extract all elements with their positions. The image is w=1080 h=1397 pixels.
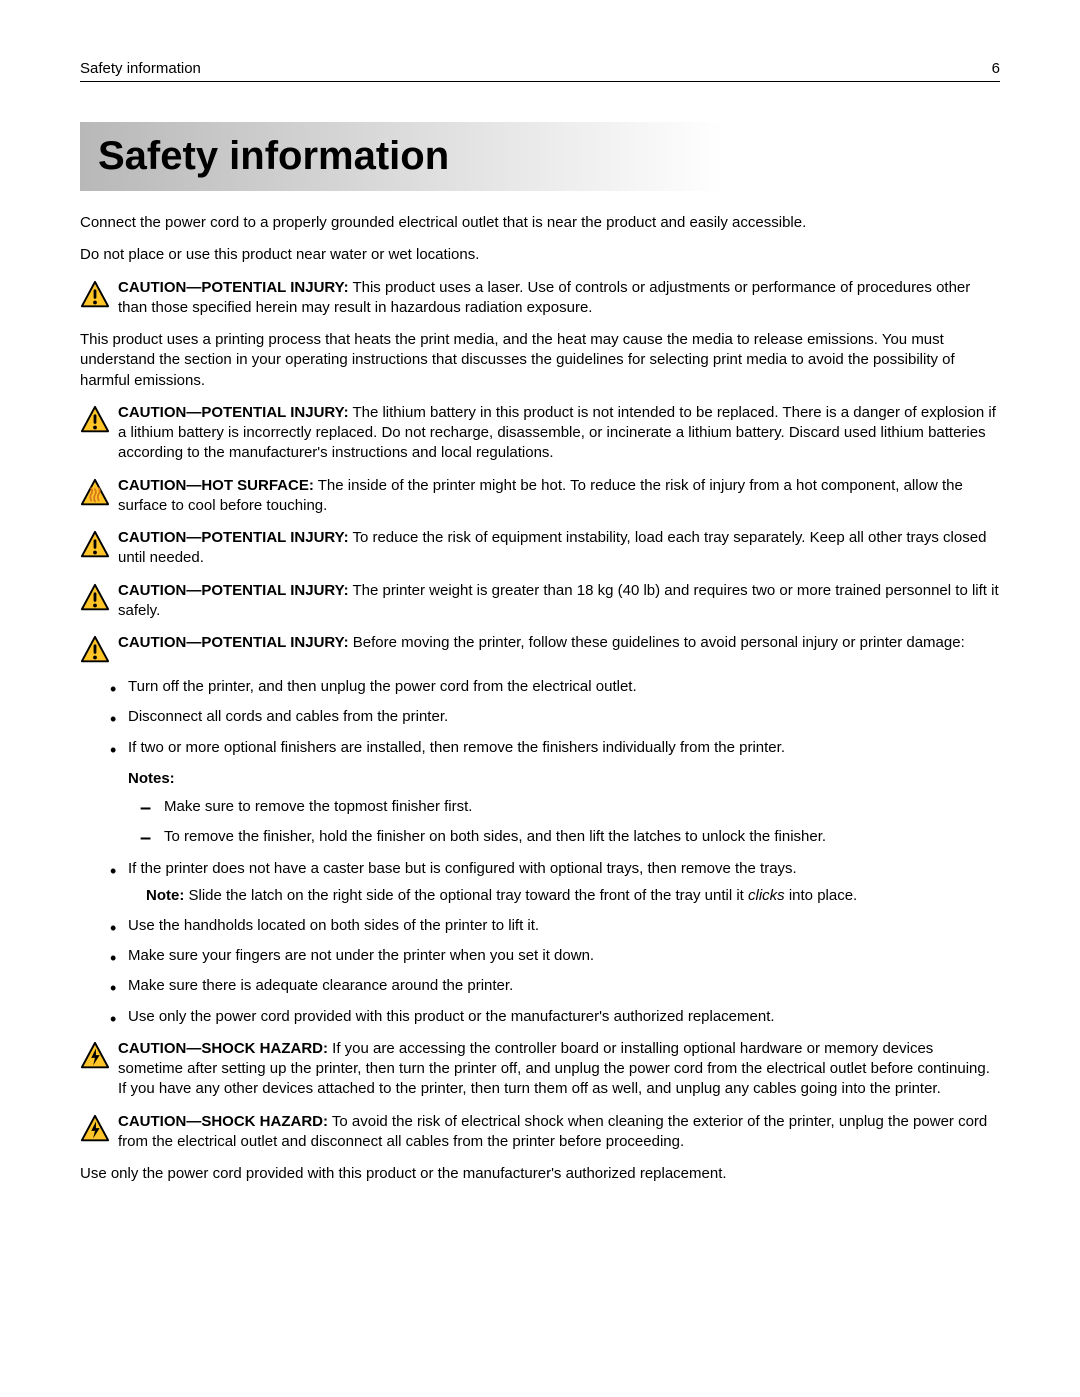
caution-weight: CAUTION—POTENTIAL INJURY: The printer we… (80, 581, 1000, 622)
caution-moving: CAUTION—POTENTIAL INJURY: Before moving … (80, 633, 1000, 665)
notes-label: Notes: (128, 770, 1000, 787)
emissions-p: This product uses a printing process tha… (80, 330, 1000, 391)
list-item: Use the handholds located on both sides … (110, 916, 1000, 936)
list-item: Make sure there is adequate clearance ar… (110, 976, 1000, 996)
caution-tray: CAUTION—POTENTIAL INJURY: To reduce the … (80, 528, 1000, 569)
hot-surface-icon (80, 478, 112, 517)
list-item: Disconnect all cords and cables from the… (110, 707, 1000, 727)
caution-shock-board: CAUTION—SHOCK HAZARD: If you are accessi… (80, 1039, 1000, 1100)
list-item: If two or more optional finishers are in… (110, 738, 1000, 758)
running-header: Safety information 6 (80, 60, 1000, 82)
list-item: If the printer does not have a caster ba… (110, 859, 1000, 906)
header-title: Safety information (80, 60, 201, 77)
shock-hazard-icon (80, 1114, 112, 1153)
page-title: Safety information (80, 122, 1000, 191)
warning-icon (80, 635, 112, 665)
caution-shock-clean: CAUTION—SHOCK HAZARD: To avoid the risk … (80, 1112, 1000, 1153)
warning-icon (80, 530, 112, 569)
list-item: To remove the finisher, hold the finishe… (140, 827, 1000, 847)
list-item: Use only the power cord provided with th… (110, 1007, 1000, 1027)
moving-bullets-1: Turn off the printer, and then unplug th… (80, 677, 1000, 758)
caution-battery: CAUTION—POTENTIAL INJURY: The lithium ba… (80, 403, 1000, 464)
moving-bullets-2: If the printer does not have a caster ba… (80, 859, 1000, 1027)
note-inline: Note: Slide the latch on the right side … (128, 886, 1000, 906)
warning-icon (80, 583, 112, 622)
end-p: Use only the power cord provided with th… (80, 1164, 1000, 1184)
list-item: Make sure to remove the topmost finisher… (140, 797, 1000, 817)
intro-p1: Connect the power cord to a properly gro… (80, 213, 1000, 233)
intro-p2: Do not place or use this product near wa… (80, 245, 1000, 265)
caution-hot-surface: CAUTION—HOT SURFACE: The inside of the p… (80, 476, 1000, 517)
notes-dashes: Make sure to remove the topmost finisher… (80, 797, 1000, 848)
list-item: Make sure your fingers are not under the… (110, 946, 1000, 966)
shock-hazard-icon (80, 1041, 112, 1100)
caution-laser: CAUTION—POTENTIAL INJURY: This product u… (80, 278, 1000, 319)
warning-icon (80, 280, 112, 319)
page-number: 6 (992, 60, 1000, 77)
warning-icon (80, 405, 112, 464)
list-item: Turn off the printer, and then unplug th… (110, 677, 1000, 697)
